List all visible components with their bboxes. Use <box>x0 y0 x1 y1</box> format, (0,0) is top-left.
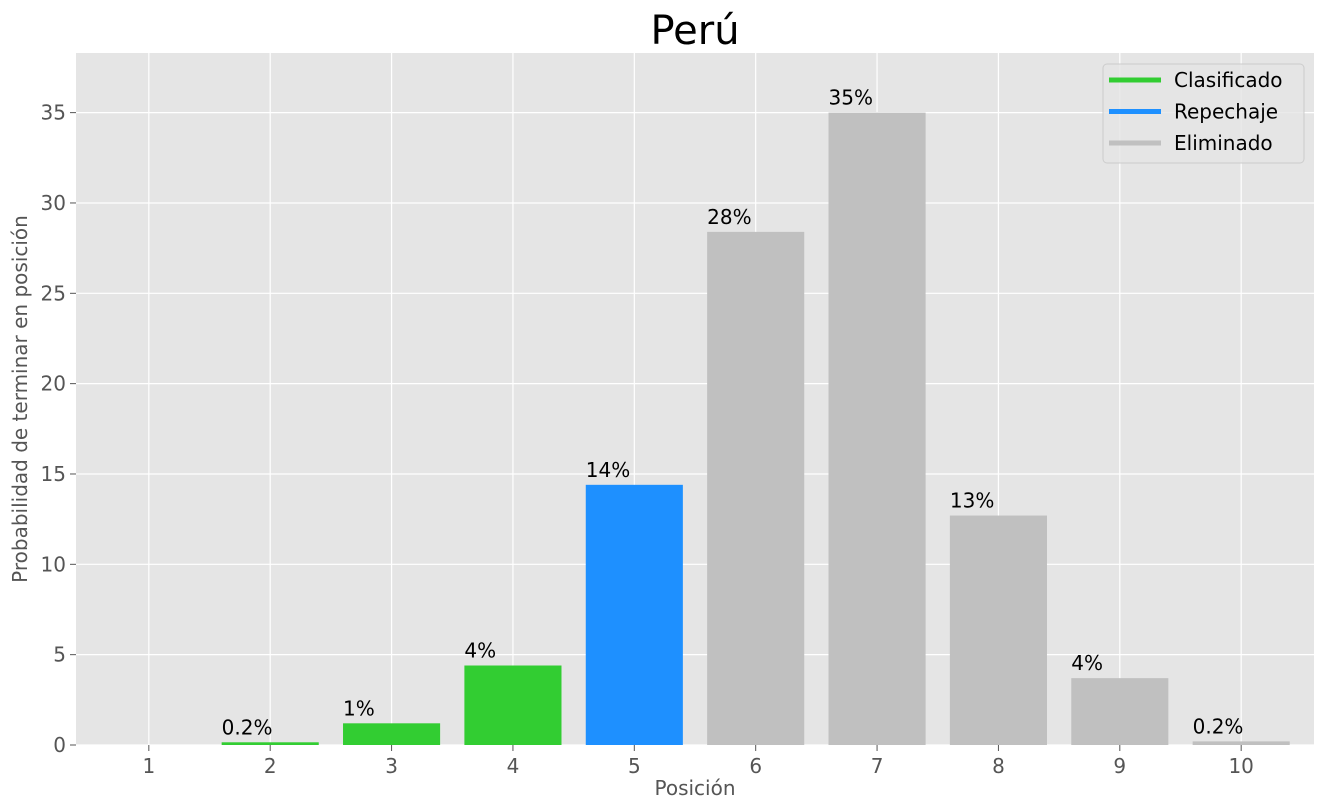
y-tick-label: 30 <box>41 191 66 215</box>
data-label: 1% <box>343 696 375 720</box>
legend: Clasificado Repechaje Eliminado <box>1102 63 1305 164</box>
x-axis-label: Posición <box>654 776 735 800</box>
data-label: 0.2% <box>1193 714 1244 738</box>
legend-label: Clasificado <box>1174 68 1283 92</box>
y-tick-label: 10 <box>41 552 66 576</box>
x-tick-label: 5 <box>628 754 641 778</box>
bars <box>221 112 1290 745</box>
legend-box <box>1102 63 1305 164</box>
y-tick-label: 35 <box>41 101 66 125</box>
legend-label: Eliminado <box>1174 131 1273 155</box>
y-tick-label: 5 <box>53 643 66 667</box>
x-tick-label: 1 <box>142 754 155 778</box>
bar-position-5 <box>585 484 683 745</box>
y-axis-label: Probabilidad de terminar en posición <box>8 215 32 583</box>
bar-position-8 <box>949 515 1047 745</box>
data-label: 13% <box>950 489 994 513</box>
data-label: 4% <box>464 639 496 663</box>
data-label: 0.2% <box>222 715 273 739</box>
bar-position-3 <box>343 723 441 745</box>
bar-position-4 <box>464 665 562 745</box>
data-labels: 0.2% 1% 4% 14% 28% 35% 13% 4% 0.2% <box>222 86 1244 740</box>
legend-label: Repechaje <box>1174 100 1278 124</box>
x-axis-ticks: 1 2 3 4 5 6 7 8 9 10 <box>142 745 1254 778</box>
bar-position-6 <box>707 231 805 745</box>
data-label: 35% <box>829 86 873 110</box>
data-label: 28% <box>707 205 751 229</box>
y-tick-label: 25 <box>41 281 66 305</box>
x-tick-label: 4 <box>507 754 520 778</box>
bar-position-2 <box>221 742 319 745</box>
bar-position-10 <box>1192 741 1290 745</box>
plot-area <box>76 53 1314 745</box>
data-label: 14% <box>586 458 630 482</box>
x-tick-label: 6 <box>749 754 762 778</box>
data-label: 4% <box>1071 651 1103 675</box>
x-tick-label: 9 <box>1113 754 1126 778</box>
y-tick-label: 0 <box>53 733 66 757</box>
y-axis-ticks: 0 5 10 15 20 25 30 35 <box>41 101 76 757</box>
y-tick-label: 15 <box>41 462 66 486</box>
chart-title: Perú <box>650 8 739 54</box>
bar-position-9 <box>1071 678 1169 745</box>
x-tick-label: 10 <box>1228 754 1253 778</box>
x-tick-label: 3 <box>385 754 398 778</box>
x-tick-label: 2 <box>264 754 277 778</box>
x-tick-label: 7 <box>871 754 884 778</box>
y-tick-label: 20 <box>41 372 66 396</box>
bar-position-7 <box>828 112 926 745</box>
x-tick-label: 8 <box>992 754 1005 778</box>
